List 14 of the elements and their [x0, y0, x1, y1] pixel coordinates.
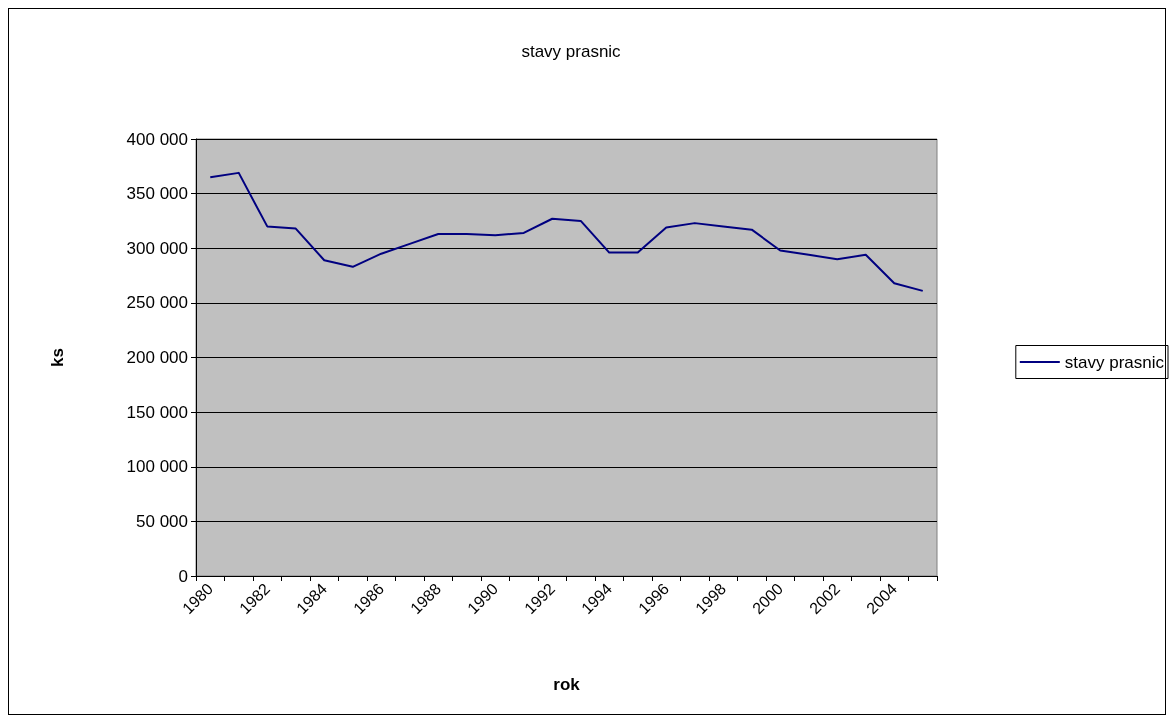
x-axis-title: rok	[553, 675, 581, 694]
y-tick-label: 300 000	[126, 238, 188, 258]
y-tick-label: 350 000	[126, 184, 188, 204]
y-axis-title: ks	[48, 348, 67, 367]
chart-title: stavy prasnic	[521, 42, 622, 61]
y-tick-label: 0	[178, 566, 188, 586]
legend-label: stavy prasnic	[1064, 352, 1165, 372]
y-tick-label: 200 000	[126, 348, 188, 367]
y-tick-label: 100 000	[126, 457, 188, 477]
line-series	[209, 171, 924, 292]
y-tick-label: 50 000	[136, 511, 188, 531]
y-tick-label: 400 000	[126, 129, 188, 149]
y-tick-label: 250 000	[126, 293, 188, 313]
y-tick-label: 150 000	[126, 402, 188, 422]
